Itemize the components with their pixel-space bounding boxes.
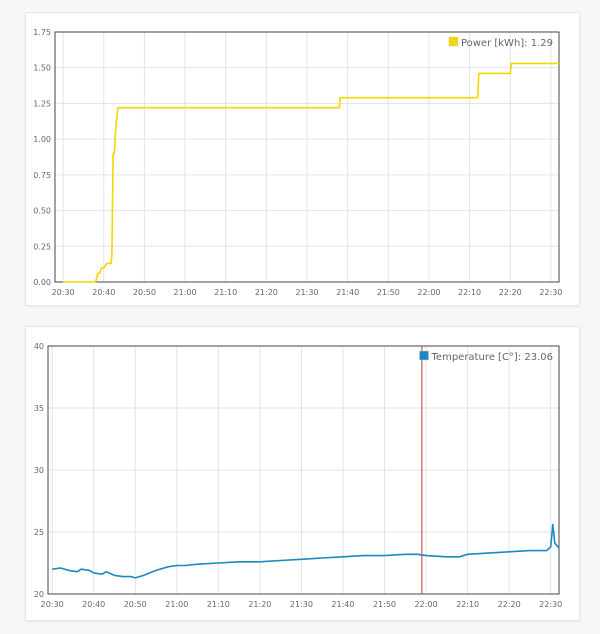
legend-label: Power [kWh]: 1.29 — [461, 38, 553, 49]
y-tick-label: 40 — [34, 342, 44, 351]
y-tick-label: 0.00 — [33, 278, 51, 287]
x-tick-label: 22:30 — [539, 288, 562, 297]
power-chart: 0.00 0.25 0.50 0.75 1.00 1.25 1.50 1.75 20:30 20:… — [33, 28, 562, 297]
x-tick-label: 21:20 — [255, 288, 278, 297]
x-tick-label: 21:10 — [207, 600, 230, 609]
power-chart-panel: 0.00 0.25 0.50 0.75 1.00 1.25 1.50 1.75 20:30 20:… — [25, 12, 580, 306]
x-tick-label: 22:10 — [458, 288, 481, 297]
y-tick-label: 0.75 — [33, 171, 51, 180]
x-tick-label: 21:30 — [295, 288, 318, 297]
x-tick-label: 22:10 — [456, 600, 479, 609]
y-tick-label: 20 — [34, 590, 44, 599]
y-tick-label: 0.50 — [33, 207, 51, 216]
x-tick-label: 22:00 — [417, 288, 440, 297]
x-tick-label: 20:50 — [124, 600, 147, 609]
temperature-chart: 20 25 30 35 40 20:30 20:40 20:50 21:00 21:10 21:20… — [34, 342, 562, 609]
x-tick-label: 21:40 — [331, 600, 354, 609]
x-tick-label: 20:30 — [52, 288, 75, 297]
x-tick-label: 21:40 — [336, 288, 359, 297]
x-tick-label: 21:20 — [248, 600, 271, 609]
y-tick-label: 1.75 — [33, 28, 51, 37]
y-tick-label: 30 — [34, 466, 44, 475]
x-tick-label: 21:00 — [174, 288, 197, 297]
y-tick-label: 25 — [34, 528, 44, 537]
x-tick-label: 22:20 — [498, 600, 521, 609]
legend: Temperature [C°]: 23.06 — [419, 350, 553, 363]
x-tick-label: 21:10 — [214, 288, 237, 297]
y-tick-label: 0.25 — [33, 242, 51, 251]
grid — [55, 31, 559, 283]
temperature-chart-panel: 20 25 30 35 40 20:30 20:40 20:50 21:00 21:10 21:20… — [25, 326, 580, 621]
y-tick-label: 35 — [34, 404, 44, 413]
x-tick-label: 20:50 — [133, 288, 156, 297]
y-tick-label: 1.00 — [33, 135, 51, 144]
legend-swatch — [419, 350, 429, 361]
x-tick-label: 22:30 — [539, 600, 562, 609]
x-tick-label: 20:40 — [82, 600, 105, 609]
series-line — [63, 62, 559, 283]
legend-label: Temperature [C°]: 23.06 — [431, 352, 553, 363]
plot-frame — [47, 345, 560, 595]
x-tick-label: 21:50 — [377, 288, 400, 297]
x-tick-label: 20:40 — [92, 288, 115, 297]
series-line — [52, 523, 560, 579]
x-tick-label: 21:30 — [290, 600, 313, 609]
x-tick-label: 22:20 — [499, 288, 522, 297]
legend: Power [kWh]: 1.29 — [448, 36, 553, 49]
x-tick-label: 21:00 — [165, 600, 188, 609]
x-tick-label: 22:00 — [415, 600, 438, 609]
grid — [48, 345, 559, 595]
y-tick-label: 1.50 — [33, 64, 51, 73]
y-tick-label: 1.25 — [33, 99, 51, 108]
plot-frame — [54, 31, 560, 283]
legend-swatch — [448, 36, 459, 47]
x-tick-label: 20:30 — [41, 600, 64, 609]
x-tick-label: 21:50 — [373, 600, 396, 609]
